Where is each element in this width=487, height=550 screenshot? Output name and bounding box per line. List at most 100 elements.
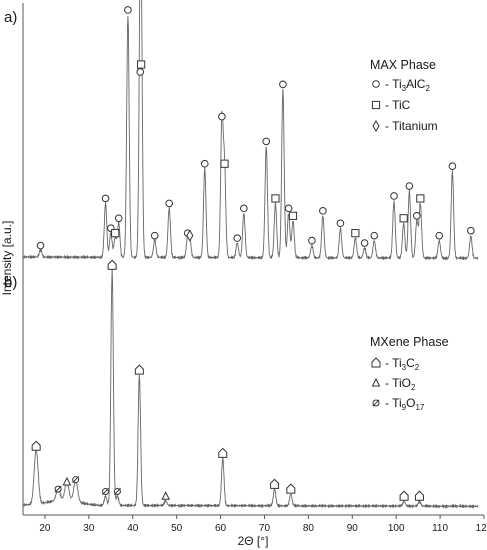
circle-marker bbox=[435, 231, 444, 240]
panel-a: a) MAX Phase - Ti3AlC2 - TiC - Titanium bbox=[4, 0, 479, 261]
x-tick-label: 70 bbox=[259, 523, 271, 534]
pentagon-marker bbox=[371, 357, 381, 368]
circle-marker bbox=[308, 236, 316, 245]
x-tick-label: 110 bbox=[432, 523, 448, 534]
x-axis-label: 2Θ [°] bbox=[238, 534, 269, 548]
circle-marker bbox=[360, 239, 369, 247]
legend-label-subscript: 2 bbox=[425, 84, 430, 93]
circle-marker bbox=[319, 207, 327, 215]
slashed-circle-slash bbox=[113, 487, 121, 496]
circle-marker bbox=[262, 137, 271, 146]
circle-marker bbox=[279, 80, 287, 89]
peak-markers bbox=[36, 6, 475, 250]
legend-item: - Ti3C2 bbox=[371, 356, 420, 372]
legend: MAX Phase - Ti3AlC2 - TiC - Titanium bbox=[370, 58, 438, 133]
circle-marker bbox=[467, 226, 475, 235]
square-marker bbox=[399, 214, 408, 223]
circle-marker bbox=[101, 194, 110, 203]
circle-marker bbox=[150, 231, 159, 240]
circle-marker bbox=[200, 159, 209, 168]
slashed-circle-slash bbox=[72, 476, 80, 484]
pentagon-marker bbox=[107, 259, 117, 270]
square-marker bbox=[288, 211, 298, 220]
circle-marker bbox=[390, 192, 398, 200]
circle-marker bbox=[240, 204, 248, 213]
slashed-circle-slash bbox=[101, 487, 110, 496]
x-axis-ticks: 20 30 40 50 60 70 80 90 100 110 120 bbox=[39, 515, 487, 534]
circle-marker bbox=[114, 214, 123, 223]
legend-item: - Ti3AlC2 bbox=[372, 77, 430, 93]
legend-label: - TiO2 bbox=[385, 376, 416, 392]
circle-marker bbox=[372, 80, 380, 88]
triangle-marker bbox=[371, 377, 381, 387]
slashed-circle-marker bbox=[101, 487, 110, 496]
legend-label: - Ti9O17 bbox=[385, 396, 425, 412]
legend-label-subscript: 3 bbox=[402, 363, 407, 372]
legend-label-text: C bbox=[406, 356, 415, 370]
x-tick-label: 30 bbox=[83, 523, 95, 534]
panel-label: a) bbox=[4, 9, 17, 26]
slashed-circle-marker bbox=[54, 485, 62, 493]
legend-label: - Ti3AlC2 bbox=[385, 77, 430, 93]
circle-marker bbox=[36, 241, 45, 250]
legend-label-subscript: 17 bbox=[415, 403, 424, 412]
pentagon-marker bbox=[134, 364, 144, 375]
y-axis-label: Intensity [a.u.] bbox=[0, 221, 14, 296]
square-marker bbox=[220, 159, 229, 168]
circle-marker bbox=[218, 112, 226, 121]
legend-label-subscript: 3 bbox=[402, 84, 407, 93]
legend-label: - Ti3C2 bbox=[385, 356, 420, 372]
legend-title: MXene Phase bbox=[370, 335, 449, 349]
legend-label-text: - Titanium bbox=[385, 119, 438, 133]
square-marker bbox=[416, 194, 425, 203]
pentagon-marker bbox=[399, 490, 409, 501]
x-tick-label: 100 bbox=[388, 523, 405, 534]
legend-label-subscript: 9 bbox=[402, 403, 407, 412]
pentagon-marker bbox=[218, 447, 228, 458]
pentagon-marker bbox=[31, 440, 41, 451]
circle-marker bbox=[136, 68, 145, 76]
legend-label-text: - Ti bbox=[385, 77, 402, 91]
legend-label-text: - TiO bbox=[385, 376, 411, 390]
triangle-marker bbox=[62, 476, 72, 486]
slashed-circle-marker bbox=[113, 487, 121, 496]
circle-marker bbox=[370, 231, 379, 240]
legend-label-text: O bbox=[406, 396, 415, 410]
panels: a)MAX Phase- Ti3AlC2- TiC- Titaniumb)MXe… bbox=[4, 0, 479, 509]
circle-marker bbox=[284, 204, 293, 213]
slashed-circle-marker bbox=[72, 476, 80, 484]
legend-label-text: - Ti bbox=[385, 396, 402, 410]
x-tick-label: 50 bbox=[171, 523, 183, 534]
peak-markers bbox=[31, 259, 424, 501]
panel-label: b) bbox=[4, 274, 17, 291]
legend-label-text: - TiC bbox=[385, 98, 411, 112]
x-tick-label: 90 bbox=[347, 523, 359, 534]
panel-b: b)MXene Phase- Ti3C2- TiO2- Ti9O17 bbox=[4, 259, 479, 509]
pentagon-marker bbox=[414, 490, 424, 501]
legend-label: - TiC bbox=[385, 98, 411, 112]
pentagon-marker bbox=[286, 483, 296, 494]
circle-marker bbox=[165, 199, 174, 208]
circle-marker bbox=[336, 219, 345, 228]
square-marker bbox=[137, 60, 146, 69]
slashed-circle-marker bbox=[372, 399, 380, 407]
square-marker bbox=[111, 229, 120, 238]
diffraction-trace bbox=[23, 0, 479, 261]
triangle-marker bbox=[161, 491, 170, 500]
legend: MXene Phase- Ti3C2- TiO2- Ti9O17 bbox=[370, 335, 449, 412]
legend-label-subscript: 2 bbox=[415, 363, 420, 372]
slashed-circle-slash bbox=[372, 399, 380, 407]
x-tick-label: 60 bbox=[215, 523, 227, 534]
legend-item: - Ti9O17 bbox=[372, 396, 425, 412]
legend-label: - Titanium bbox=[385, 119, 438, 133]
legend-label-text: AlC bbox=[406, 77, 426, 91]
legend-title: MAX Phase bbox=[370, 58, 436, 72]
diamond-marker bbox=[372, 120, 380, 132]
square-marker bbox=[351, 229, 360, 238]
x-tick-label: 20 bbox=[39, 523, 51, 534]
legend-item: - TiC bbox=[371, 98, 411, 112]
square-marker bbox=[271, 194, 280, 203]
legend-label-text: - Ti bbox=[385, 356, 402, 370]
diffraction-trace bbox=[23, 268, 479, 509]
